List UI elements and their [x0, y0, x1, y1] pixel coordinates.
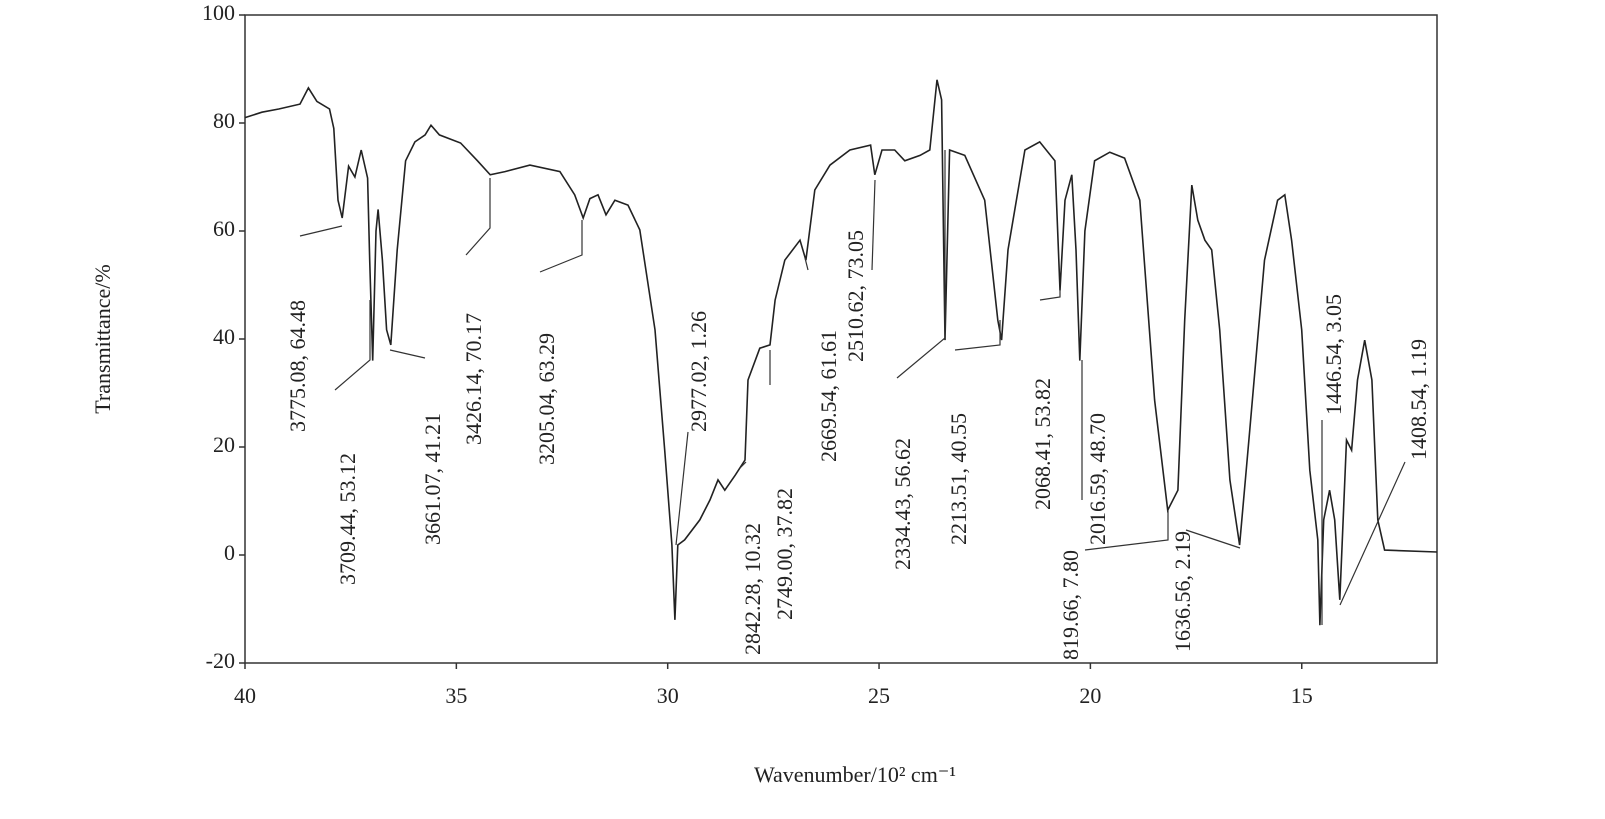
peak-annotation: 819.66, 7.80: [1058, 550, 1083, 660]
peak-annotation: 2510.62, 73.05: [843, 230, 868, 362]
leader-line: [896, 150, 946, 379]
peak-annotation: 3775.08, 64.48: [285, 300, 310, 432]
leader-line: [871, 179, 876, 271]
leader-line: [1084, 510, 1169, 551]
peak-annotation: 3709.44, 53.12: [335, 453, 360, 585]
leader-line: [675, 431, 689, 546]
peak-annotation: 3205.04, 63.29: [534, 333, 559, 465]
y-tick-label: 20: [213, 432, 235, 457]
peak-annotation: 2669.54, 61.61: [816, 330, 841, 462]
peak-annotation: 1636.56, 2.19: [1170, 531, 1195, 652]
peak-annotation: 1408.54, 1.19: [1406, 339, 1431, 460]
peak-annotation: 2977.02, 1.26: [686, 311, 711, 432]
leader-line: [739, 461, 747, 469]
peak-annotation: 3661.07, 41.21: [420, 413, 445, 545]
y-tick-label: 0: [224, 540, 235, 565]
peak-annotation: 3426.14, 70.17: [461, 313, 486, 445]
y-tick-label: -20: [206, 648, 235, 673]
peak-annotation: 2334.43, 56.62: [890, 438, 915, 570]
peak-annotation: 2213.51, 40.55: [946, 413, 971, 545]
spectrum-line: [244, 79, 1438, 626]
peak-annotation: 2016.59, 48.70: [1085, 413, 1110, 545]
y-tick-label: 100: [202, 0, 235, 25]
leader-line: [1039, 290, 1061, 301]
x-tick-label: 40: [234, 683, 256, 708]
leader-line: [1339, 461, 1406, 606]
leader-line: [539, 220, 583, 273]
x-tick-label: 15: [1291, 683, 1313, 708]
x-tick-label: 30: [657, 683, 679, 708]
x-tick-label: 25: [868, 683, 890, 708]
leader-line: [465, 178, 491, 256]
leader-line: [954, 320, 1001, 351]
x-axis-label: Wavenumber/10² cm⁻¹: [754, 762, 956, 787]
peak-annotation: 2749.00, 37.82: [772, 488, 797, 620]
leader-line: [804, 257, 809, 271]
leader-line: [334, 300, 371, 391]
leader-line: [389, 349, 426, 359]
peak-annotation: 2068.41, 53.82: [1030, 378, 1055, 510]
y-tick-label: 80: [213, 108, 235, 133]
y-tick-label: 40: [213, 324, 235, 349]
leader-line: [1185, 529, 1241, 549]
y-axis-label: Transmittance/%: [90, 264, 115, 414]
x-tick-label: 35: [445, 683, 467, 708]
y-tick-label: 60: [213, 216, 235, 241]
peak-annotation: 2842.28, 10.32: [740, 523, 765, 655]
leader-line: [299, 225, 343, 237]
peak-annotation: 1446.54, 3.05: [1321, 294, 1346, 415]
x-tick-label: 20: [1079, 683, 1101, 708]
